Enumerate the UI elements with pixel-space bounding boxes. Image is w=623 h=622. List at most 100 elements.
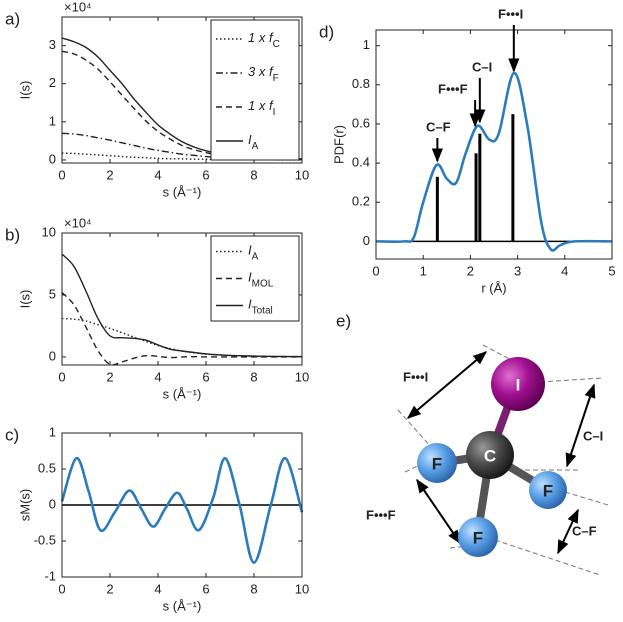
x-tick-label: 0 — [58, 581, 65, 596]
y-axis-label: I(s) — [17, 290, 32, 309]
legend-label: ITotal — [248, 297, 273, 316]
legend-box — [210, 235, 300, 322]
y-tick-label: 0.6 — [352, 115, 370, 130]
axes-box — [61, 16, 303, 164]
distance-arrows — [406, 351, 596, 555]
series-line — [61, 50, 303, 160]
legend-label: IA — [248, 132, 259, 151]
series-line — [375, 71, 613, 252]
axes-box — [61, 232, 303, 366]
atom — [458, 517, 498, 557]
legend-subscript: A — [252, 251, 259, 262]
x-tick-label: 2 — [106, 369, 113, 384]
x-tick-label: 1 — [420, 263, 427, 278]
legend-subscript: Total — [252, 305, 273, 316]
stick — [435, 176, 439, 242]
x-tick-label: 8 — [250, 581, 257, 596]
x-tick-label: 10 — [295, 167, 309, 182]
x-tick-label: 5 — [608, 263, 615, 278]
y-tick-label: 1 — [363, 37, 370, 52]
x-tick-label: 6 — [202, 581, 209, 596]
y-tick-label: -0.5 — [34, 532, 56, 547]
x-tick-label: 0 — [372, 263, 379, 278]
series-line — [61, 132, 303, 161]
legend-name: 3 x f — [248, 64, 274, 79]
atom — [529, 471, 567, 509]
atom — [491, 357, 545, 411]
legend-subscript: MOL — [252, 278, 274, 289]
y-tick-label: 0.5 — [38, 460, 56, 475]
panel-label: d) — [319, 22, 334, 41]
stick — [511, 114, 515, 242]
atom-label: F — [543, 481, 553, 500]
distance-label: C–F — [572, 523, 597, 538]
y-tick-label: 5 — [49, 286, 56, 301]
y-axis-label: sM(s) — [17, 489, 32, 522]
distance-label: C–I — [583, 428, 603, 443]
legend-name: 1 x f — [248, 30, 274, 45]
x-axis-label: r (Å) — [481, 280, 506, 295]
x-tick-label: 2 — [467, 263, 474, 278]
y-tick-label: 0.8 — [352, 76, 370, 91]
legend-name: I — [248, 132, 252, 147]
panel-label: e) — [336, 311, 351, 330]
x-axis-label: s (Å⁻¹) — [163, 386, 202, 401]
x-tick-label: 4 — [154, 369, 161, 384]
legend-label: 1 x fC — [248, 30, 280, 49]
series-line — [60, 456, 304, 564]
x-tick-label: 4 — [154, 581, 161, 596]
y-axis-label: I(s) — [17, 81, 32, 100]
panel-label: b) — [5, 225, 20, 244]
legend-name: I — [248, 270, 252, 285]
atom-labels: I C F F F — [432, 375, 553, 547]
stick — [474, 153, 478, 242]
x-tick-label: 10 — [295, 369, 309, 384]
annotation: C–F — [426, 119, 451, 134]
x-tick-label: 8 — [250, 369, 257, 384]
axes-box — [61, 432, 303, 578]
legend-label: IMOL — [248, 270, 274, 289]
x-tick-label: 6 — [202, 167, 209, 182]
y-tick-label: 0 — [49, 348, 56, 363]
distance-label: F•••I — [403, 369, 428, 384]
y-tick-label: 0.2 — [352, 194, 370, 209]
legend-label: 1 x fI — [248, 98, 275, 117]
panel-label: a) — [5, 9, 20, 28]
x-tick-label: 2 — [106, 167, 113, 182]
legend-name: I — [248, 297, 252, 312]
y-tick-label: 0 — [49, 151, 56, 166]
y-tick-label: 3 — [49, 37, 56, 52]
y-tick-label: 0 — [49, 496, 56, 511]
legend-subscript: A — [252, 141, 259, 152]
legend-subscript: I — [273, 107, 276, 118]
y-tick-label: 1 — [49, 424, 56, 439]
y-tick-label: 1 — [49, 113, 56, 128]
x-tick-label: 8 — [250, 167, 257, 182]
atom-label: F — [432, 454, 442, 473]
x-axis-label: s (Å⁻¹) — [163, 184, 202, 199]
x-tick-label: 0 — [58, 369, 65, 384]
axes-box — [375, 29, 613, 260]
y-tick-label: 2 — [49, 75, 56, 90]
atom-label: I — [516, 375, 521, 394]
x-tick-label: 6 — [202, 369, 209, 384]
legend-subscript: C — [273, 39, 280, 50]
atom-label: C — [484, 446, 496, 465]
annotation: C–I — [472, 59, 492, 74]
panel-label: c) — [5, 425, 19, 444]
panel: d) PDF(r) r (Å) 0 1 2 3 4 5 0 0.2 0.4 0.6 0.8 1 C–F F•••… — [319, 6, 616, 295]
legend-name: 1 x f — [248, 98, 274, 113]
y-axis-label: PDF(r) — [331, 125, 346, 164]
y-tick-label: 10 — [42, 224, 56, 239]
x-tick-label: 4 — [561, 263, 568, 278]
annotation: F•••I — [498, 6, 523, 21]
x-tick-label: 10 — [295, 581, 309, 596]
legend-label: 3 x fF — [248, 64, 279, 83]
distance-label: F•••F — [366, 507, 396, 522]
molecule-diagram: e) I C F F F F•••I C–I F•••F C–F — [336, 311, 609, 576]
atom — [466, 431, 514, 479]
y-tick-label: 0 — [363, 233, 370, 248]
panel: c) sM(s) s (Å⁻¹) 0 2 4 6 8 10 -1 -0.5 0 0.5 1 — [5, 424, 309, 613]
